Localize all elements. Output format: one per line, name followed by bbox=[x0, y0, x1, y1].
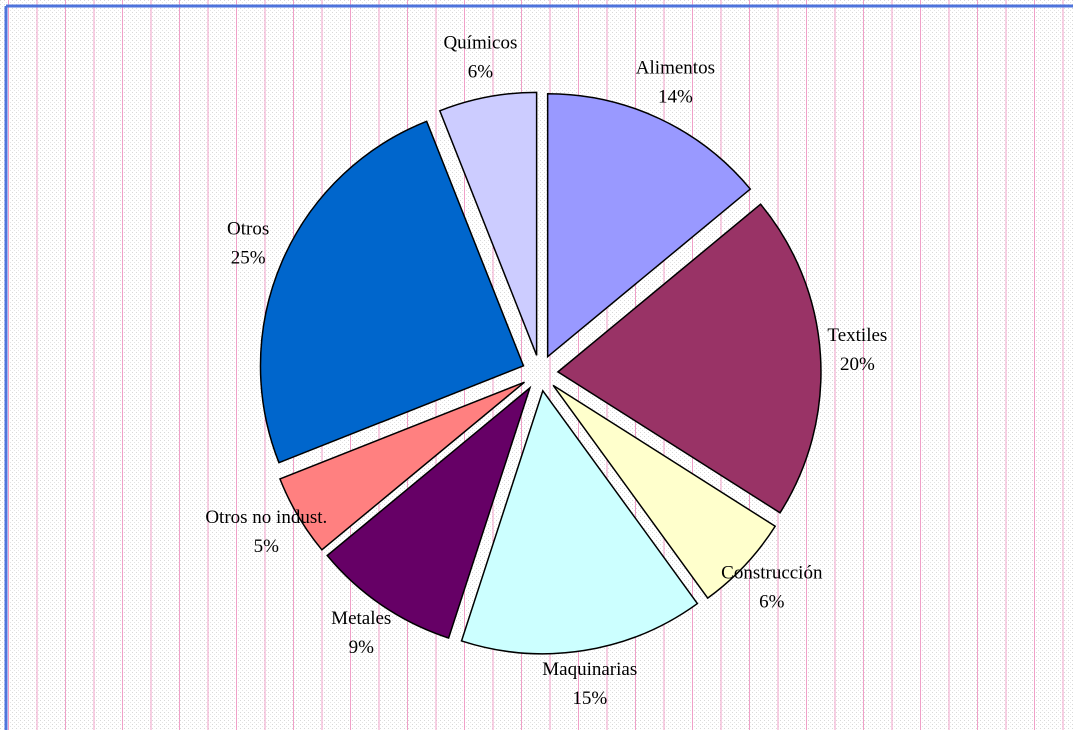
slice-value-label: 6% bbox=[759, 592, 785, 613]
slice-label: Alimentos bbox=[636, 57, 715, 78]
slice-label: Otros no indust. bbox=[205, 507, 327, 528]
pie-slice bbox=[438, 91, 538, 356]
slice-label: Textiles bbox=[827, 325, 887, 346]
pie-slice bbox=[279, 381, 525, 551]
slice-value-label: 20% bbox=[840, 354, 875, 375]
slice-value-label: 25% bbox=[231, 248, 266, 269]
slice-value-label: 9% bbox=[349, 637, 375, 658]
pie-slice bbox=[552, 384, 777, 600]
pie-slice bbox=[556, 203, 822, 514]
slice-value-label: 14% bbox=[658, 86, 693, 107]
slice-label: Maquinarias bbox=[542, 659, 637, 680]
slice-label: Construcción bbox=[721, 563, 823, 584]
pie-slice bbox=[259, 120, 525, 464]
pie bbox=[259, 91, 822, 655]
pie-slice bbox=[326, 385, 532, 639]
slice-value-label: 5% bbox=[254, 536, 280, 557]
pie-slice bbox=[546, 92, 752, 359]
pie-slice bbox=[460, 389, 699, 655]
slice-label: Químicos bbox=[443, 33, 517, 54]
slice-label: Otros bbox=[227, 219, 269, 240]
slice-value-label: 6% bbox=[468, 62, 494, 83]
slice-value-label: 15% bbox=[572, 688, 607, 709]
slice-label: Metales bbox=[331, 608, 391, 629]
